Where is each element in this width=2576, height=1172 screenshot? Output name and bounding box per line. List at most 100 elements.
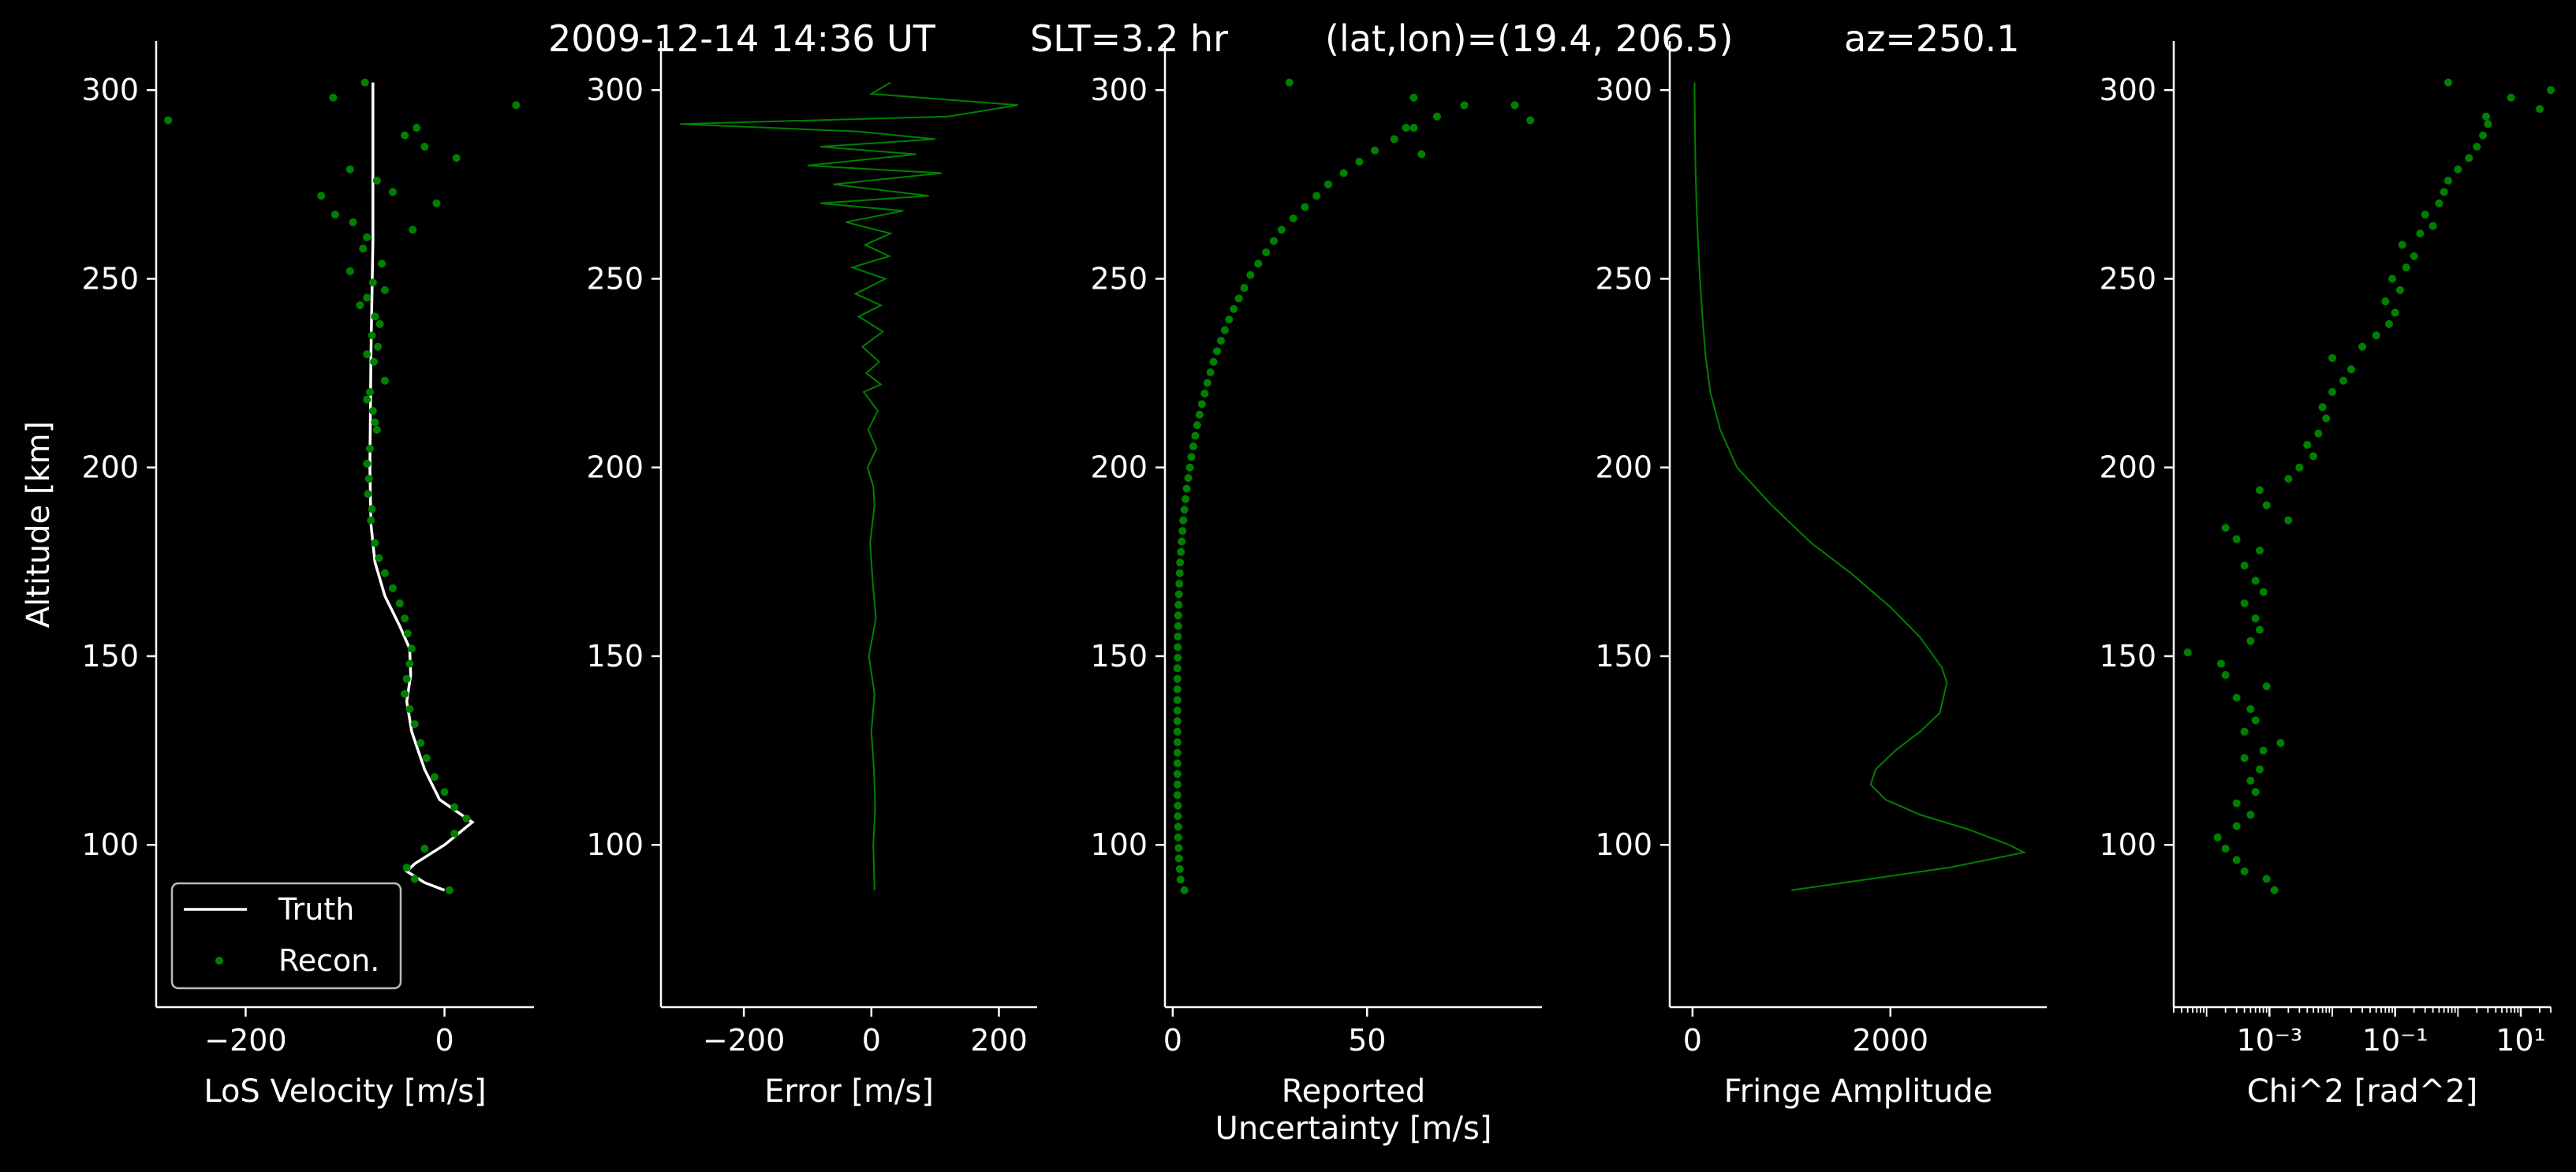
x-tick-label: 200 <box>970 1023 1028 1058</box>
data-point <box>2232 693 2241 702</box>
chart-panel-5: 100 150 200 250 300 10⁻³ 10⁻¹ 10¹ Chi^2 [rad^2] <box>2099 41 2555 1110</box>
data-point <box>1220 326 1229 334</box>
data-point <box>2255 625 2264 634</box>
data-point <box>367 516 375 524</box>
data-point <box>2328 388 2336 397</box>
data-point <box>1175 864 1184 873</box>
data-point <box>1312 192 1321 200</box>
data-point <box>1197 400 1206 409</box>
data-point <box>2262 501 2271 509</box>
data-point <box>2473 142 2481 151</box>
data-point <box>1209 357 1218 366</box>
x-tick-label: 0 <box>862 1023 881 1058</box>
y-axis-label: Altitude [km] <box>21 421 57 628</box>
data-point <box>2402 263 2410 272</box>
data-point <box>2270 886 2279 894</box>
x-tick-label: 10⁻¹ <box>2362 1023 2429 1058</box>
legend-label-truth: Truth <box>278 892 354 927</box>
data-point <box>2479 131 2488 140</box>
data-point <box>1510 101 1519 110</box>
data-point <box>1173 727 1182 736</box>
data-point <box>1285 78 1294 87</box>
data-point <box>360 78 369 87</box>
data-point <box>2507 93 2515 102</box>
data-point <box>2232 822 2241 830</box>
data-point <box>363 293 371 302</box>
data-point <box>2232 535 2241 543</box>
data-point <box>371 539 379 547</box>
data-point <box>1193 421 1201 430</box>
data-point <box>2395 286 2404 294</box>
chart-panel-4: 100 150 200 250 300 0 2000 Fringe Amplitude <box>1595 41 2047 1110</box>
data-point <box>380 569 389 577</box>
data-point <box>1234 294 1243 303</box>
data-point <box>1174 653 1182 662</box>
data-line <box>680 81 1018 890</box>
data-point <box>2443 78 2452 87</box>
data-point <box>2259 588 2268 596</box>
series-1 <box>1693 82 2027 891</box>
y-tick-label: 100 <box>81 827 139 862</box>
data-point <box>1173 791 1182 800</box>
data-point <box>356 300 364 309</box>
series-1 <box>1173 78 1535 894</box>
data-point <box>1173 664 1182 673</box>
legend-label-recon: Recon. <box>278 943 379 978</box>
data-point <box>1526 116 1535 125</box>
y-tick-label: 250 <box>1090 261 1148 296</box>
data-point <box>1174 590 1183 599</box>
data-point <box>2262 875 2271 883</box>
data-point <box>374 342 383 351</box>
data-point <box>2358 342 2366 351</box>
data-point <box>1173 685 1182 694</box>
data-point <box>2251 716 2260 725</box>
series-1 <box>2183 78 2555 894</box>
data-point <box>1200 389 1209 398</box>
data-point <box>2262 682 2271 691</box>
series-1 <box>680 81 1018 890</box>
data-point <box>422 754 431 763</box>
x-tick-label: 2000 <box>1852 1023 1928 1058</box>
data-point <box>359 244 368 253</box>
data-point <box>1323 180 1332 188</box>
data-point <box>1289 214 1297 222</box>
data-point <box>380 376 389 385</box>
x-axis-label: Error [m/s] <box>764 1073 934 1110</box>
data-point <box>2284 516 2293 524</box>
data-point <box>2381 297 2390 306</box>
data-point <box>2251 788 2260 797</box>
data-point <box>1174 600 1183 609</box>
data-point <box>2255 765 2264 774</box>
data-point <box>368 505 376 513</box>
data-point <box>2276 739 2285 748</box>
data-point <box>375 319 384 328</box>
data-point <box>368 406 377 415</box>
data-point <box>1189 442 1197 450</box>
data-point <box>2232 856 2241 864</box>
data-point <box>1246 271 1255 279</box>
x-axis-label: Fringe Amplitude <box>1724 1073 1993 1110</box>
data-point <box>450 829 459 838</box>
data-point <box>410 875 419 883</box>
data-point <box>403 629 412 638</box>
data-point <box>2255 486 2264 495</box>
data-point <box>401 689 409 698</box>
data-point <box>1180 506 1189 514</box>
y-tick-label: 150 <box>586 639 644 674</box>
data-point <box>2318 403 2327 412</box>
data-point <box>1301 203 1309 211</box>
data-point <box>1174 844 1183 853</box>
data-point <box>2429 222 2437 230</box>
data-point <box>413 124 421 133</box>
data-point <box>345 267 354 275</box>
x-axis-label-line1: Reported <box>1282 1073 1426 1110</box>
data-point <box>2309 452 2318 461</box>
data-point <box>380 286 389 294</box>
data-point <box>2303 441 2312 450</box>
data-point <box>372 425 381 434</box>
data-point <box>2465 154 2473 162</box>
data-point <box>2246 810 2255 819</box>
data-point <box>349 218 357 226</box>
